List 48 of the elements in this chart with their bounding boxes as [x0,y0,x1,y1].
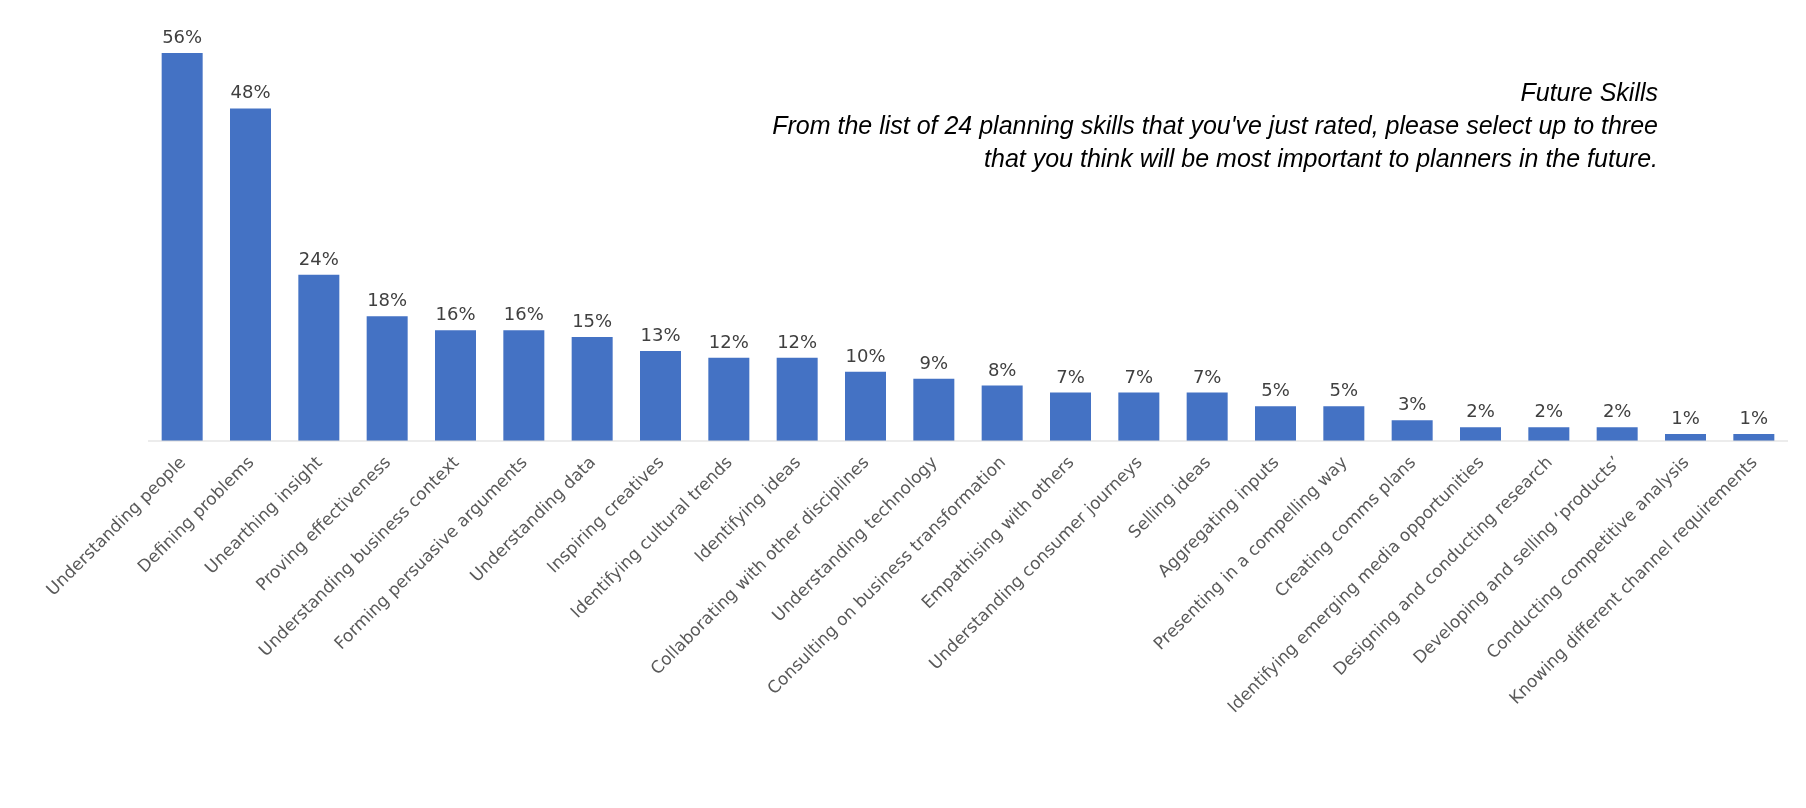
bar [1528,427,1570,441]
data-label: 12% [777,330,818,352]
data-label: 5% [1329,379,1359,401]
bar [571,337,613,441]
data-label: 7% [1192,365,1222,387]
bar [1118,392,1160,441]
data-label: 1% [1739,407,1769,429]
data-label: 18% [367,289,408,311]
bar [161,53,203,441]
data-label: 2% [1602,400,1632,422]
bar [708,357,750,441]
bar [366,316,408,441]
data-label: 12% [708,330,749,352]
bar [1186,392,1228,441]
bar [845,371,886,441]
data-label: 7% [1124,365,1154,387]
data-label: 5% [1261,379,1290,401]
bar [435,330,476,441]
bar [230,108,271,441]
data-label: 15% [572,310,613,332]
bar [1596,427,1638,441]
data-label: 16% [435,303,476,325]
bar [913,378,955,441]
text: From the list of 24 planning skills that you've just rated, please select up to three that you think will be most important to planners in the future. [771,110,1658,174]
data-label: 1% [1671,407,1700,429]
data-label: 7% [1056,365,1085,387]
data-label: 16% [503,303,544,325]
data-label: 2% [1466,400,1495,422]
bar [503,330,545,441]
data-label: 56% [162,26,203,47]
bar [1255,406,1296,441]
bar [981,385,1023,441]
bar [1460,427,1501,441]
bar [1323,406,1365,441]
data-label: 8% [987,358,1017,380]
data-label: 9% [919,351,949,373]
data-label: 48% [230,81,271,103]
data-label: 10% [845,344,886,366]
bar [298,274,340,441]
data-label: 24% [298,247,339,269]
data-label: 3% [1397,393,1427,415]
bar [640,350,681,441]
bar [1391,420,1433,441]
text: Future Skills [1519,77,1658,108]
data-label: 2% [1534,400,1564,422]
bar [1050,392,1091,441]
data-label: 13% [640,323,681,345]
bar [776,357,818,441]
